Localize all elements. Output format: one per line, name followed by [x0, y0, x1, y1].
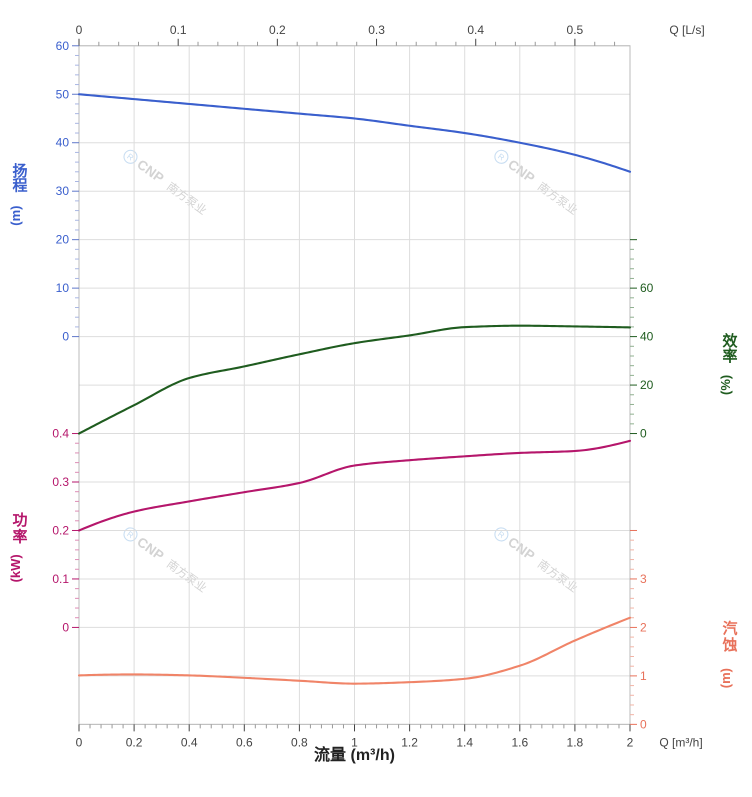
svg-text:率: 率	[722, 347, 737, 365]
svg-text:0: 0	[76, 735, 83, 749]
svg-text:蚀: 蚀	[721, 636, 737, 654]
svg-text:0.2: 0.2	[126, 735, 143, 749]
svg-text:0: 0	[76, 23, 83, 37]
svg-text:0.4: 0.4	[181, 735, 198, 749]
svg-text:0.4: 0.4	[52, 427, 69, 441]
svg-text:0.2: 0.2	[269, 23, 286, 37]
svg-text:流量 (m³/h): 流量 (m³/h)	[314, 745, 395, 764]
svg-text:1.8: 1.8	[567, 735, 584, 749]
svg-text:2: 2	[640, 620, 647, 634]
svg-text:20: 20	[640, 378, 654, 392]
svg-text:60: 60	[640, 281, 654, 295]
svg-text:0: 0	[62, 330, 69, 344]
svg-text:2: 2	[627, 735, 634, 749]
svg-text:0: 0	[62, 620, 69, 634]
svg-text:程: 程	[12, 177, 27, 194]
svg-text:(m): (m)	[718, 668, 733, 688]
svg-text:Q [L/s]: Q [L/s]	[669, 23, 704, 37]
svg-text:60: 60	[56, 39, 70, 53]
svg-text:(kW): (kW)	[8, 554, 23, 582]
svg-text:0: 0	[640, 717, 647, 731]
svg-text:0.3: 0.3	[368, 23, 385, 37]
svg-text:0: 0	[640, 427, 647, 441]
svg-text:0.8: 0.8	[291, 735, 308, 749]
svg-text:50: 50	[56, 87, 70, 101]
svg-text:1: 1	[640, 669, 647, 683]
svg-text:10: 10	[56, 281, 70, 295]
svg-text:率: 率	[12, 528, 27, 546]
svg-text:1.6: 1.6	[511, 735, 528, 749]
svg-text:0.5: 0.5	[567, 23, 584, 37]
svg-text:30: 30	[56, 184, 70, 198]
svg-text:20: 20	[56, 233, 70, 247]
svg-text:Q [m³/h]: Q [m³/h]	[659, 735, 702, 749]
svg-text:40: 40	[640, 330, 654, 344]
svg-text:0.1: 0.1	[170, 23, 187, 37]
svg-text:1.4: 1.4	[456, 735, 473, 749]
svg-text:1.2: 1.2	[401, 735, 418, 749]
svg-text:0.1: 0.1	[52, 572, 69, 586]
svg-text:功: 功	[12, 512, 27, 529]
svg-text:0.3: 0.3	[52, 475, 69, 489]
svg-text:(m): (m)	[8, 205, 23, 225]
svg-text:汽: 汽	[722, 619, 737, 637]
svg-text:40: 40	[56, 136, 70, 150]
svg-text:3: 3	[640, 572, 647, 586]
svg-text:0.6: 0.6	[236, 735, 253, 749]
svg-text:(%): (%)	[718, 375, 733, 395]
svg-text:0.2: 0.2	[52, 523, 69, 537]
svg-text:0.4: 0.4	[467, 23, 484, 37]
